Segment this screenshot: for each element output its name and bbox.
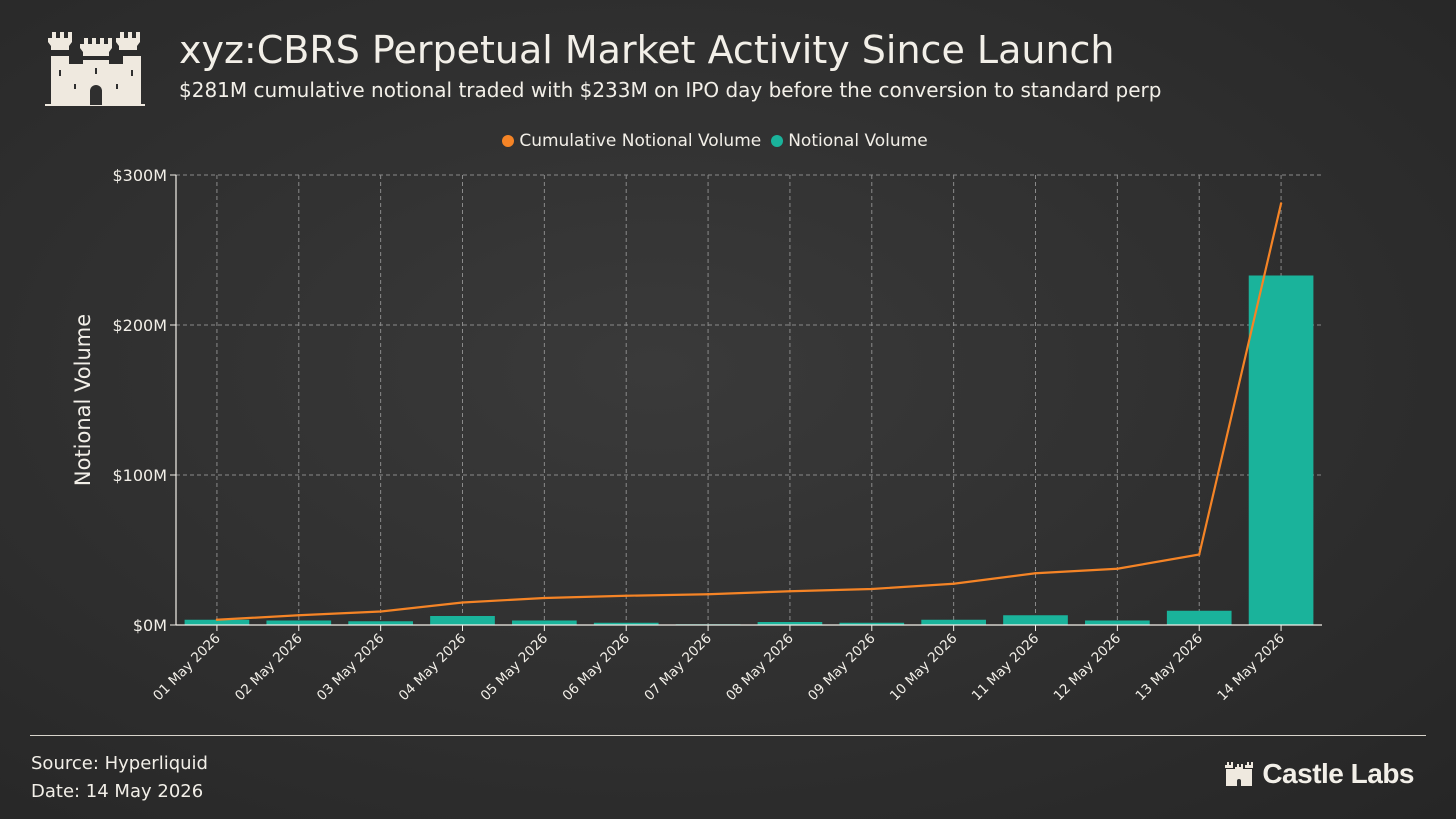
x-tick-label: 06 May 2026 [559,631,633,705]
cumulative-point [1116,567,1119,570]
volume-bar [430,616,495,625]
volume-bar [184,619,250,625]
x-tick-label: 08 May 2026 [723,631,797,705]
brand-name: Castle Labs [1262,758,1414,789]
x-tick-label: 12 May 2026 [1051,631,1125,705]
cumulative-line [216,203,1283,621]
cumulative-point [706,593,710,596]
cumulative-point [788,590,792,593]
y-axis-title: Notional Volume [71,314,95,486]
legend-label-cumulative: Cumulative Notional Volume [519,131,762,151]
legend-dot-cumulative [502,135,515,147]
x-tick-label: 04 May 2026 [396,631,470,705]
y-tick-label: $300M [112,166,167,185]
volume-bar [1085,620,1150,625]
volume-bar [1166,610,1232,625]
legend-item-volume: Notional Volume [771,131,928,151]
source-text: Source: Hyperliquid [31,753,208,774]
x-tick-label: 13 May 2026 [1132,631,1206,705]
castle-logo [45,32,145,106]
x-tick-label: 10 May 2026 [887,631,961,705]
legend-dot-volume [771,135,784,147]
cumulative-point [952,582,955,585]
cumulative-point [625,594,628,597]
x-tick-label: 05 May 2026 [478,631,552,705]
x-tick-label: 01 May 2026 [150,631,224,705]
cumulative-point [379,610,382,613]
y-tick-label: $200M [112,316,167,335]
chart-title: xyz:CBRS Perpetual Market Activity Since… [179,28,1115,72]
cumulative-point [215,618,219,621]
volume-bar [921,619,986,625]
legend-label-volume: Notional Volume [788,131,928,151]
cumulative-point [1279,202,1283,205]
cumulative-point [543,596,546,600]
cumulative-point [870,587,873,591]
volume-bar [512,620,577,625]
volume-bar [266,620,332,625]
chart-subtitle: $281M cumulative notional traded with $2… [179,78,1162,102]
date-text: Date: 14 May 2026 [31,781,204,802]
legend-item-cumulative: Cumulative Notional Volume [502,131,761,151]
cumulative-point [297,614,300,617]
footer-divider [30,735,1426,736]
chart: $0M $100M $200M $300M 01 May 2026 02 May 2026… [71,166,1322,705]
volume-bar [1248,275,1314,625]
cumulative-point [1198,553,1201,556]
x-tick-label: 14 May 2026 [1214,631,1288,705]
x-tick-label: 09 May 2026 [805,631,879,705]
x-tick-label: 02 May 2026 [232,631,306,705]
volume-bar [757,622,823,625]
y-tick-label: $0M [133,616,167,635]
y-tick-label: $100M [112,466,167,485]
volume-bar [348,621,413,625]
x-tick-label: 03 May 2026 [314,631,388,705]
volume-bar [593,622,659,625]
cumulative-point [1034,572,1037,575]
volume-bar [839,622,905,625]
x-tick-label: 11 May 2026 [969,631,1043,705]
x-tick-label: 07 May 2026 [641,631,715,705]
chart-legend: Cumulative Notional Volume Notional Volu… [0,131,1430,151]
brand: Castle Labs [1224,758,1414,790]
volume-bar [1003,615,1068,625]
cumulative-point [461,601,464,604]
castle-icon [1225,762,1254,786]
